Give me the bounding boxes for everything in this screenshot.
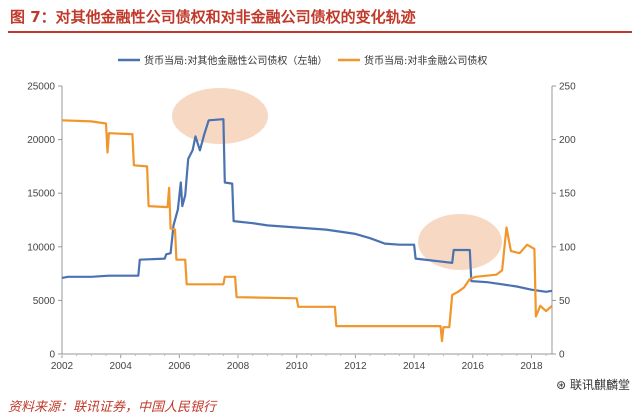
y-left-tick-label: 15000 xyxy=(27,189,55,200)
y-right-tick-label: 250 xyxy=(559,82,576,93)
figure-title: 图 7：对其他金融性公司债权和对非金融公司债权的变化轨迹 xyxy=(10,8,416,26)
series-line-non-financial xyxy=(61,119,553,343)
x-tick-label: 2010 xyxy=(286,361,309,372)
y-right-tick-label: 100 xyxy=(559,242,576,253)
x-tick-label: 2014 xyxy=(403,361,426,372)
highlight-ellipse xyxy=(172,88,268,144)
y-left-tick-label: 0 xyxy=(49,350,55,361)
watermark-label: ⊛ 联讯麒麟堂 xyxy=(556,376,630,393)
series-line-other-financial xyxy=(61,118,553,293)
legend-label: 货币当局:对非金融公司债权 xyxy=(364,54,487,67)
y-right-tick-label: 0 xyxy=(559,350,565,361)
source-note: 资料来源：联讯证券，中国人民银行 xyxy=(8,400,217,415)
x-tick-label: 2012 xyxy=(344,361,367,372)
x-tick-label: 2004 xyxy=(110,361,133,372)
x-tick-label: 2016 xyxy=(462,361,485,372)
x-tick-label: 2006 xyxy=(168,361,191,372)
line-chart: 0 5000 10000 15000 20000 25000 0 50 100 150 200 250… xyxy=(27,54,576,372)
legend-label: 货币当局:对其他金融性公司债权（左轴） xyxy=(144,54,327,67)
wechat-icon: ⊛ xyxy=(556,378,567,392)
x-tick-label: 2002 xyxy=(51,361,74,372)
y-right-tick-label: 150 xyxy=(559,189,576,200)
x-tick-label: 2008 xyxy=(227,361,250,372)
watermark-text: 联讯麒麟堂 xyxy=(569,378,630,392)
highlight-ellipse xyxy=(418,214,502,270)
y-left-tick-label: 20000 xyxy=(27,135,55,146)
y-right-tick-label: 50 xyxy=(559,296,571,307)
y-left-tick-label: 10000 xyxy=(27,242,55,253)
y-left-tick-label: 5000 xyxy=(33,296,56,307)
y-right-tick-label: 200 xyxy=(559,135,576,146)
x-tick-label: 2018 xyxy=(520,361,543,372)
title-divider xyxy=(8,31,632,33)
y-left-tick-label: 25000 xyxy=(27,82,55,93)
